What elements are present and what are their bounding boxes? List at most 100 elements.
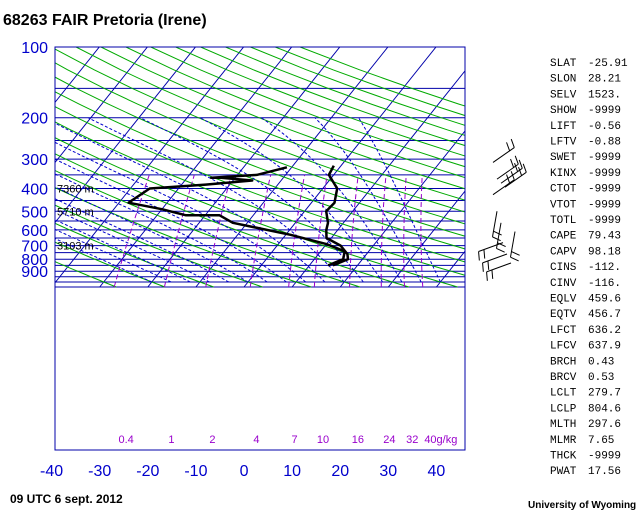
moist-adiabat <box>55 237 153 283</box>
index-name: LCLT <box>550 388 577 400</box>
index-value: -0.88 <box>588 137 621 149</box>
dewpoint-profile <box>127 166 346 267</box>
index-value: 0.53 <box>588 372 614 384</box>
index-value: -9999 <box>588 105 621 117</box>
wind-barb-feather <box>510 171 515 180</box>
wind-barb-feather <box>478 251 480 261</box>
pressure-tick-label: 100 <box>21 40 48 57</box>
height-labels: 7360 m 5710 m 3103 m <box>57 183 94 252</box>
index-name: CAPE <box>550 231 577 243</box>
dry-adiabat <box>55 204 263 288</box>
isotherm-line <box>55 47 100 104</box>
isotherm-line <box>55 47 148 164</box>
moist-adiabat <box>55 198 230 283</box>
index-value: 804.6 <box>588 403 621 415</box>
wind-barb-staff <box>478 242 504 253</box>
dry-adiabat <box>200 47 465 147</box>
wind-barb-feather <box>511 251 520 256</box>
wind-barb-feather <box>483 249 486 259</box>
moist-adiabat <box>55 141 307 283</box>
mixing-ratio-line <box>163 174 195 288</box>
index-value: 279.7 <box>588 388 621 400</box>
pressure-tick-label: 800 <box>21 252 48 269</box>
index-value: 297.6 <box>588 419 621 431</box>
height-label: 5710 m <box>57 206 94 218</box>
index-name: PWAT <box>550 466 577 478</box>
pressure-tick-label: 300 <box>21 152 48 169</box>
index-name: TOTL <box>550 215 576 227</box>
wind-barb-feather <box>497 242 506 248</box>
pressure-tick-label: 400 <box>21 181 48 198</box>
wind-barb-staff <box>491 211 498 237</box>
index-name: MLTH <box>550 419 576 431</box>
pressure-tick-label: 700 <box>21 239 48 256</box>
wind-barb-feather <box>482 262 484 272</box>
wind-barb-staff <box>495 222 502 249</box>
mixing-ratio-label: 16 <box>352 434 364 446</box>
moist-adiabat <box>55 209 210 283</box>
dry-adiabat <box>55 62 465 225</box>
wind-barb <box>500 159 523 184</box>
dry-adiabat <box>55 153 409 288</box>
pressure-tick-label: 900 <box>21 264 48 281</box>
dry-adiabat <box>175 47 465 157</box>
mixing-ratio-line <box>403 174 407 288</box>
mixing-ratio-label: 24 <box>383 434 395 446</box>
index-name: LFCT <box>550 325 577 337</box>
wind-barb-staff <box>504 171 527 188</box>
thermo-grid <box>55 47 465 288</box>
index-name: EQTV <box>550 309 577 321</box>
temperature-axis: -40 -30 -20 -10 0 10 20 30 40 <box>40 463 445 480</box>
wind-barb-staff <box>492 179 515 196</box>
wind-barb <box>509 231 520 262</box>
moist-adiabat <box>55 228 172 283</box>
dry-adiabat <box>55 169 361 288</box>
dry-adiabat <box>55 106 465 263</box>
mixing-ratio-line <box>420 174 424 288</box>
mixing-ratio-line <box>249 174 272 288</box>
wind-barb <box>492 171 515 196</box>
mixing-ratio-label: 10 <box>317 434 329 446</box>
index-value: -9999 <box>588 152 621 164</box>
index-value: -9999 <box>588 451 621 463</box>
index-name: CAPV <box>550 246 577 258</box>
isotherm-line <box>147 47 341 288</box>
dry-adiabat <box>55 187 312 288</box>
index-value: 98.18 <box>588 246 621 258</box>
index-value: -0.56 <box>588 121 621 133</box>
index-name: BRCV <box>550 372 577 384</box>
index-value: 637.9 <box>588 341 621 353</box>
index-name: VTOT <box>550 199 577 211</box>
dry-adiabat <box>275 47 465 117</box>
index-value: -112. <box>588 262 621 274</box>
temperature-profile <box>324 165 350 267</box>
index-name: LFTV <box>550 137 577 149</box>
index-value: -116. <box>588 278 621 290</box>
index-value: 7.65 <box>588 435 614 447</box>
moist-adiabat <box>314 117 422 283</box>
mixing-ratio-label: 4 <box>253 434 259 446</box>
mixing-ratio-line <box>380 174 387 287</box>
chart-title: 68263 FAIR Pretoria (Irene) <box>3 12 207 29</box>
wind-barb-feather <box>514 155 519 165</box>
index-name: SHOW <box>550 105 577 117</box>
source-credit: University of Wyoming <box>528 500 636 511</box>
temperature-tick-label: -30 <box>88 463 111 480</box>
wind-barb-feather <box>510 256 519 262</box>
mixing-ratio-label: 7 <box>291 434 297 446</box>
index-value: -9999 <box>588 199 621 211</box>
wind-barb <box>492 138 515 163</box>
index-name: EQLV <box>550 294 577 306</box>
temperature-tick-label: 0 <box>240 463 249 480</box>
pressure-tick-label: 500 <box>21 204 48 221</box>
index-name: LCLP <box>550 403 577 415</box>
wind-barb-staff <box>500 167 523 184</box>
index-value: 79.43 <box>588 231 621 243</box>
isotherm-line <box>387 190 465 288</box>
dry-adiabat <box>55 241 166 288</box>
dry-adiabat <box>55 261 117 288</box>
temperature-tick-label: 40 <box>428 463 446 480</box>
index-value: -9999 <box>588 184 621 196</box>
wind-barb-feather <box>514 162 519 172</box>
